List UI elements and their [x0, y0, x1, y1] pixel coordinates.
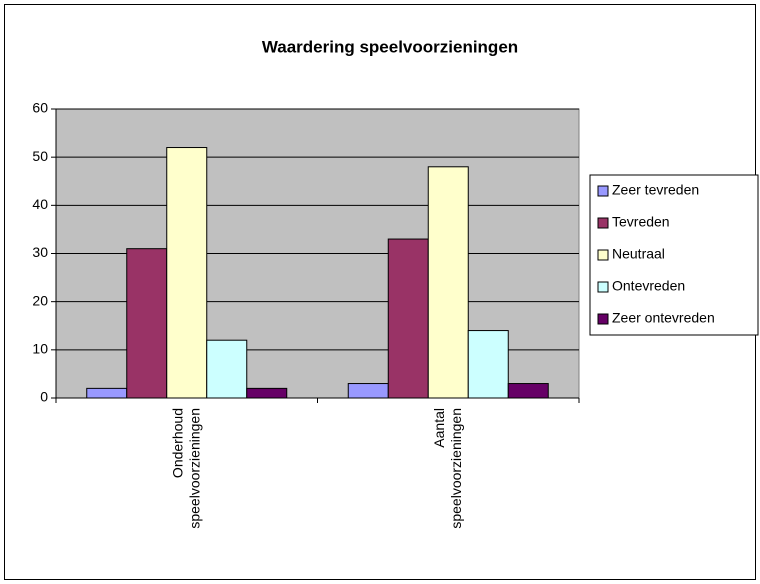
bar	[387, 238, 429, 399]
bar	[507, 383, 549, 399]
legend-label: Ontevreden	[612, 278, 685, 294]
legend-label: Zeer ontevreden	[612, 310, 715, 326]
legend-box	[589, 174, 759, 336]
legend-label: Tevreden	[612, 214, 670, 230]
legend-swatch	[597, 217, 609, 229]
legend-label: Neutraal	[612, 246, 665, 262]
x-tick-label: Onderhoudspeelvoorzieningen	[169, 408, 202, 529]
bar	[166, 147, 208, 399]
legend-swatch	[597, 313, 609, 325]
y-tick-label: 50	[32, 148, 48, 164]
y-tick-label: 20	[32, 292, 48, 308]
bar	[126, 248, 168, 399]
y-tick-label: 40	[32, 196, 48, 212]
y-tick-label: 10	[32, 341, 48, 357]
legend-label: Zeer tevreden	[612, 182, 699, 198]
chart-title: Waardering speelvoorzieningen	[262, 37, 518, 56]
bar	[246, 387, 288, 399]
legend-swatch	[597, 249, 609, 261]
bar	[467, 330, 509, 399]
bar	[206, 339, 248, 399]
y-tick-label: 30	[32, 244, 48, 260]
bar	[86, 387, 128, 399]
legend-swatch	[597, 281, 609, 293]
y-tick-label: 60	[32, 100, 48, 116]
legend-swatch	[597, 185, 609, 197]
y-tick-label: 0	[40, 389, 48, 405]
bar	[347, 383, 389, 399]
bar	[427, 166, 469, 399]
x-tick-label: Aantalspeelvoorzieningen	[430, 408, 463, 529]
